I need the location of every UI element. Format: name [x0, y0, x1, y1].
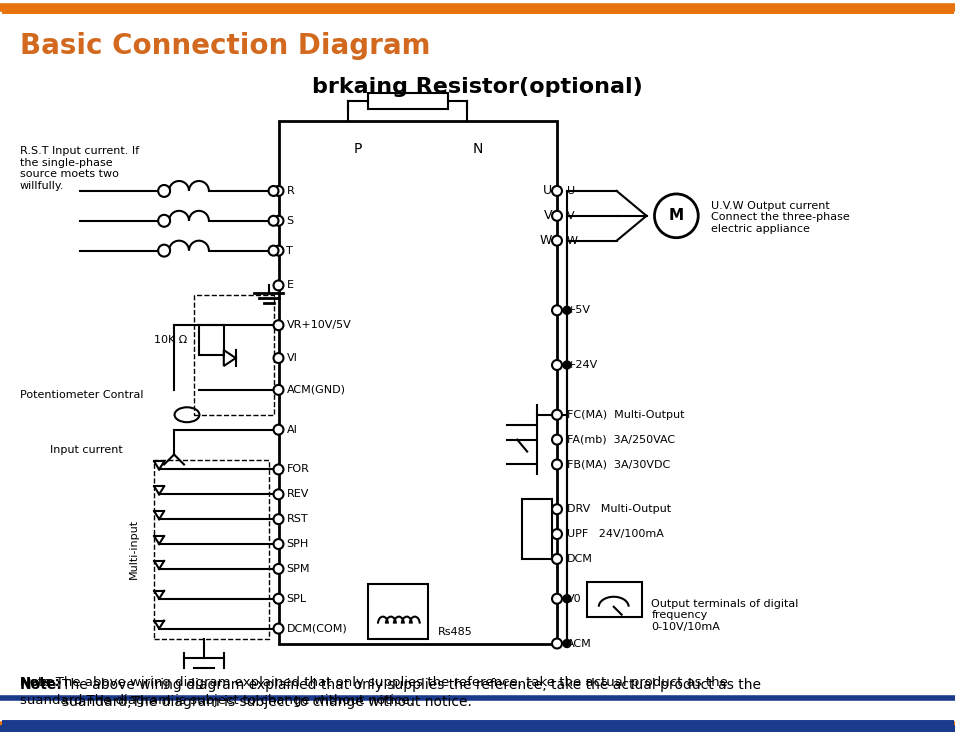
Circle shape: [655, 194, 698, 238]
Text: S: S: [286, 216, 294, 226]
Circle shape: [552, 435, 562, 445]
Circle shape: [274, 353, 283, 363]
Bar: [194, 295, 274, 415]
Text: REV: REV: [286, 490, 309, 499]
Circle shape: [563, 639, 571, 647]
Circle shape: [552, 504, 562, 515]
Bar: [368, 93, 447, 109]
Text: Input current: Input current: [50, 445, 123, 454]
Text: FA(mb)  3A/250VAC: FA(mb) 3A/250VAC: [567, 435, 675, 445]
Text: Multi-input: Multi-input: [130, 519, 139, 579]
Text: brkaing Resistor(optional): brkaing Resistor(optional): [312, 76, 643, 97]
Bar: [522, 499, 552, 559]
Circle shape: [158, 185, 170, 197]
Text: E: E: [286, 280, 294, 291]
Circle shape: [274, 490, 283, 499]
Text: Note:: Note:: [20, 676, 60, 689]
Circle shape: [563, 595, 571, 603]
Text: FOR: FOR: [286, 465, 309, 474]
Circle shape: [274, 564, 283, 574]
Circle shape: [274, 216, 283, 226]
Text: The above wiring diagram explained that only supplies the reference, take the ac: The above wiring diagram explained that …: [61, 678, 760, 708]
Circle shape: [269, 246, 278, 255]
Text: V: V: [543, 209, 552, 222]
Circle shape: [274, 624, 283, 633]
Text: V0: V0: [567, 594, 582, 604]
Circle shape: [274, 320, 283, 330]
Text: V: V: [567, 211, 575, 221]
Circle shape: [274, 539, 283, 549]
Text: Basic Connection Diagram: Basic Connection Diagram: [20, 32, 430, 59]
Bar: [368, 584, 428, 639]
Text: SPM: SPM: [286, 564, 310, 574]
Bar: [199, 325, 224, 355]
Text: +24V: +24V: [567, 360, 598, 370]
Text: Note:: Note:: [20, 678, 62, 692]
Circle shape: [552, 529, 562, 539]
Text: Potentiometer Contral: Potentiometer Contral: [20, 390, 143, 400]
Text: DCM: DCM: [567, 554, 593, 564]
Text: Note:The above wiring diagram explained that only supplies the reference, take t: Note:The above wiring diagram explained …: [20, 676, 728, 689]
Circle shape: [552, 360, 562, 370]
Text: DRV   Multi-Output: DRV Multi-Output: [567, 504, 671, 515]
Text: R.S.T Input current. If
the single-phase
source moets two
willfully.: R.S.T Input current. If the single-phase…: [20, 146, 139, 191]
Circle shape: [552, 594, 562, 604]
Circle shape: [274, 280, 283, 291]
Text: N: N: [472, 142, 483, 156]
Text: RST: RST: [286, 515, 308, 524]
Circle shape: [274, 425, 283, 435]
Text: VR+10V/5V: VR+10V/5V: [286, 320, 351, 330]
Text: T: T: [286, 246, 293, 255]
Circle shape: [552, 186, 562, 196]
Circle shape: [552, 305, 562, 316]
Text: M: M: [669, 208, 684, 223]
Circle shape: [552, 236, 562, 246]
Text: AI: AI: [286, 425, 298, 435]
Circle shape: [269, 216, 278, 226]
Circle shape: [158, 244, 170, 257]
Circle shape: [552, 554, 562, 564]
Circle shape: [274, 515, 283, 524]
Text: Output terminals of digital
frequency
0-10V/10mA: Output terminals of digital frequency 0-…: [652, 599, 799, 632]
Text: UPF   24V/100mA: UPF 24V/100mA: [567, 529, 663, 539]
Circle shape: [274, 385, 283, 395]
Circle shape: [563, 306, 571, 314]
Bar: [587, 582, 641, 617]
Circle shape: [158, 215, 170, 227]
Text: FB(MA)  3A/30VDC: FB(MA) 3A/30VDC: [567, 459, 670, 470]
Circle shape: [274, 594, 283, 604]
Circle shape: [269, 186, 278, 196]
Text: SPH: SPH: [286, 539, 309, 549]
Text: U.V.W Output current
Connect the three-phase
electric appliance: U.V.W Output current Connect the three-p…: [711, 201, 850, 234]
Text: FC(MA)  Multi-Output: FC(MA) Multi-Output: [567, 410, 684, 420]
Text: SPL: SPL: [286, 594, 306, 604]
Circle shape: [274, 186, 283, 196]
Text: ACM: ACM: [567, 639, 591, 649]
Text: P: P: [354, 142, 362, 156]
Circle shape: [552, 410, 562, 420]
Circle shape: [563, 361, 571, 369]
Bar: [278, 121, 557, 644]
Text: DCM(COM): DCM(COM): [286, 624, 348, 633]
Text: ACM(GND): ACM(GND): [286, 385, 346, 395]
Circle shape: [552, 459, 562, 470]
Text: W: W: [540, 234, 552, 247]
Text: U: U: [567, 186, 575, 196]
Circle shape: [274, 246, 283, 255]
Text: VI: VI: [286, 353, 298, 363]
Text: W: W: [567, 236, 578, 246]
Text: U: U: [543, 184, 552, 197]
Text: R: R: [286, 186, 294, 196]
Text: 10K Ω: 10K Ω: [155, 335, 187, 345]
Circle shape: [274, 465, 283, 474]
Text: suandard,The diagram is subject to change without notice.: suandard,The diagram is subject to chang…: [20, 694, 414, 708]
Bar: [155, 459, 269, 639]
Text: Rs485: Rs485: [438, 627, 472, 636]
Circle shape: [552, 639, 562, 648]
Text: +5V: +5V: [567, 305, 591, 316]
Circle shape: [552, 211, 562, 221]
